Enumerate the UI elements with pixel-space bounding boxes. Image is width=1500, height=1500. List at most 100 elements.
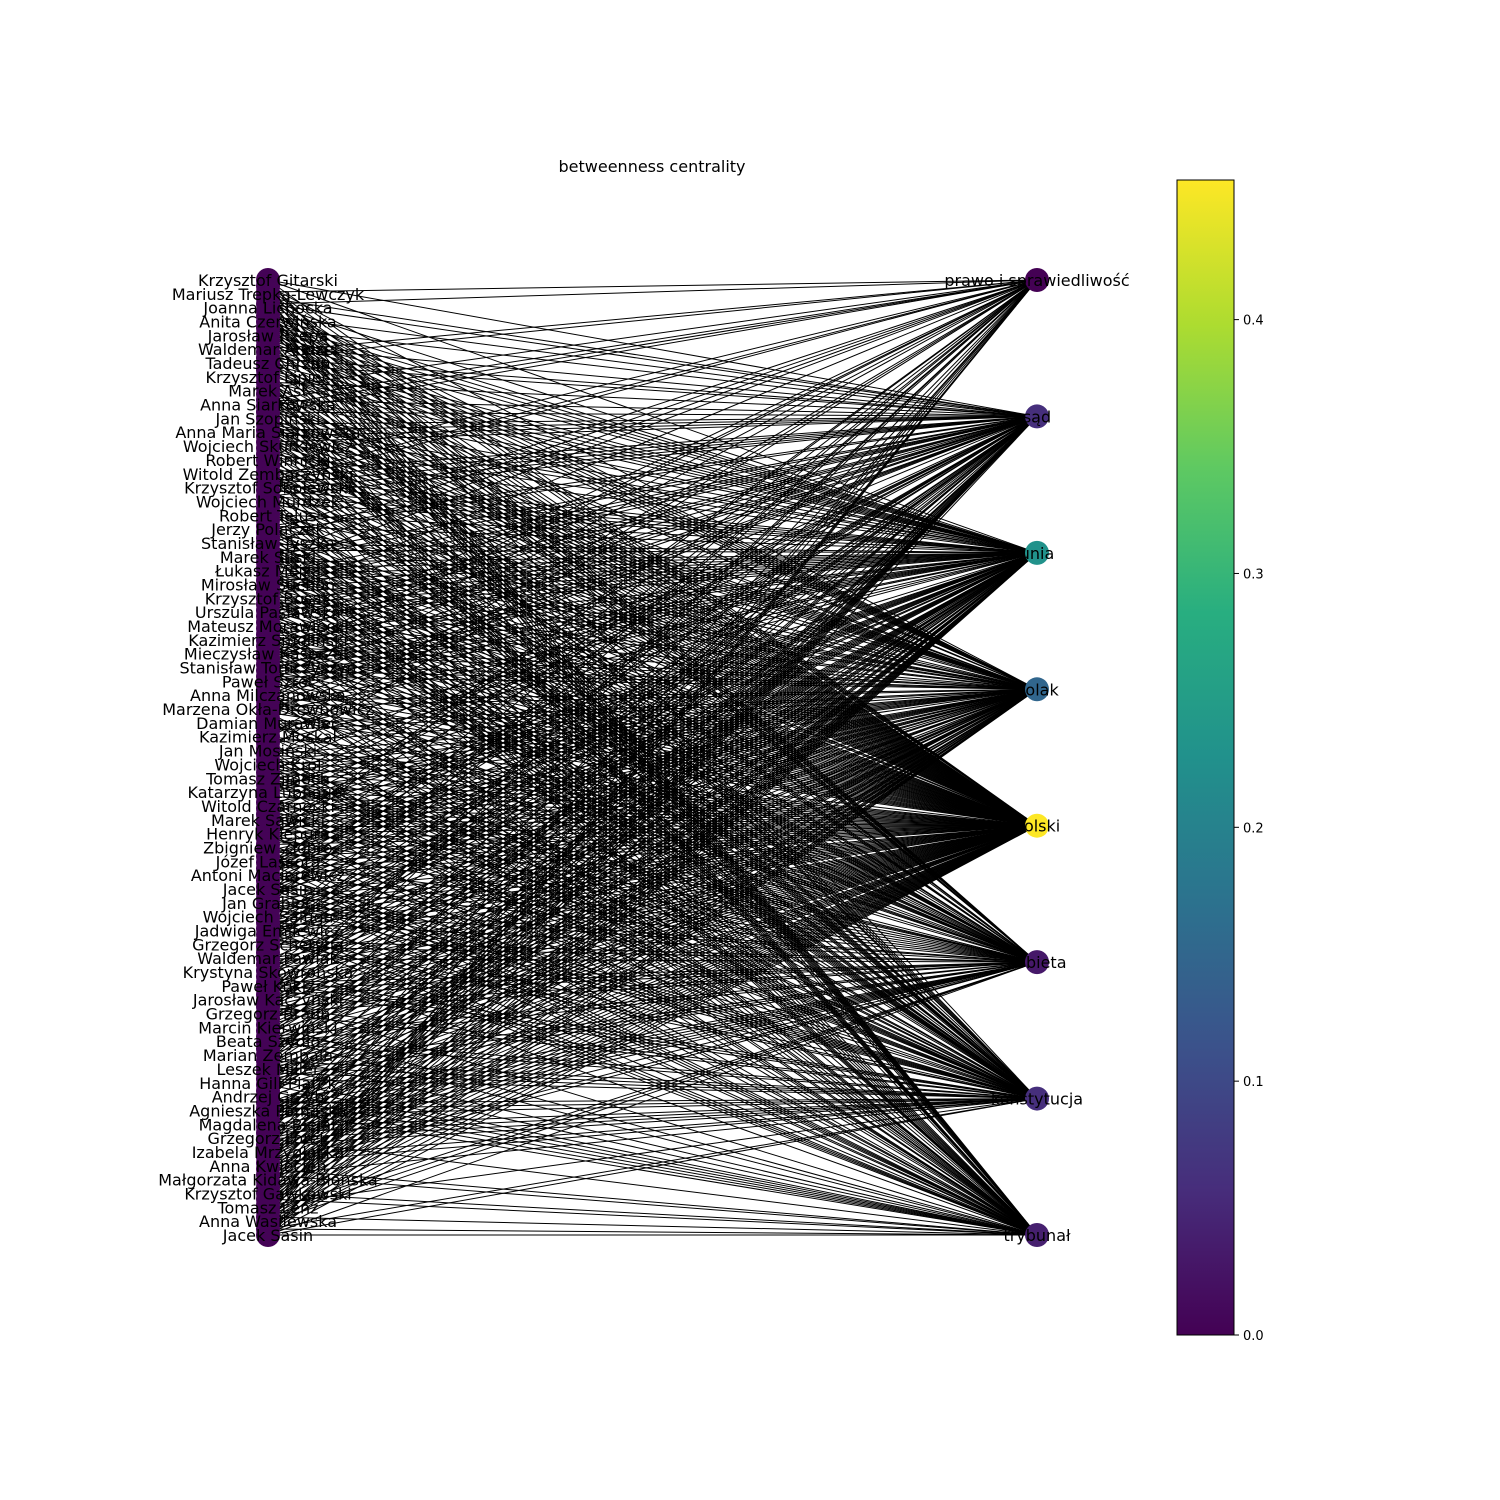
edge bbox=[267, 279, 1038, 1188]
topic-label: kobieta bbox=[1007, 953, 1066, 972]
edge bbox=[267, 415, 1038, 611]
topic-node bbox=[1025, 677, 1049, 702]
edge bbox=[267, 279, 1038, 417]
person-label: Mariusz Trepka-Lewczyk bbox=[172, 285, 365, 304]
edge bbox=[267, 279, 1038, 839]
edge bbox=[267, 279, 1038, 737]
edge bbox=[267, 1000, 1038, 1236]
edge bbox=[267, 552, 1038, 635]
person-label: Izabela Mrzygłocka bbox=[192, 1143, 345, 1162]
edge bbox=[267, 279, 1038, 659]
edge bbox=[267, 416, 1038, 882]
person-label: Paweł Kukiz bbox=[221, 977, 314, 996]
edge bbox=[267, 415, 1038, 587]
edge bbox=[267, 1216, 1038, 1236]
edge bbox=[267, 416, 1038, 1158]
edge bbox=[267, 552, 1038, 1038]
person-label: Waldemar Pawlak bbox=[197, 949, 339, 968]
edge bbox=[267, 416, 1038, 990]
edge bbox=[267, 880, 1038, 1236]
edge bbox=[267, 279, 1038, 1062]
edge bbox=[267, 279, 1038, 599]
edge bbox=[267, 279, 1038, 1218]
edge bbox=[267, 415, 1038, 737]
edge bbox=[267, 393, 1038, 554]
edge bbox=[267, 688, 1038, 1218]
edge bbox=[267, 303, 1038, 417]
colorbar-tick-label: 0.4 bbox=[1243, 314, 1264, 329]
edge bbox=[267, 411, 1038, 827]
edge bbox=[267, 416, 1038, 936]
person-label: Damian Murawiec bbox=[196, 714, 340, 733]
person-label: Kazimierz Moskal bbox=[199, 728, 337, 747]
edge bbox=[267, 1090, 1038, 1236]
edge bbox=[267, 688, 1038, 834]
edge bbox=[267, 416, 1038, 1062]
edge bbox=[267, 573, 1038, 690]
edge bbox=[267, 279, 1038, 894]
person-label: Jan Szopiński bbox=[215, 409, 321, 428]
edge bbox=[267, 415, 1038, 809]
edge bbox=[267, 415, 1038, 816]
edge bbox=[267, 416, 1038, 1008]
person-label: Henryk Kiepura bbox=[206, 825, 330, 844]
edge bbox=[267, 825, 1038, 1122]
person-label: Antoni Macierewicz bbox=[191, 866, 345, 885]
edge bbox=[267, 552, 1038, 1032]
edge bbox=[267, 415, 1038, 659]
topic-nodes bbox=[1025, 268, 1049, 1247]
edge bbox=[267, 1198, 1038, 1236]
person-label: Witold Czarnecki bbox=[201, 797, 335, 816]
edge bbox=[267, 552, 1038, 1098]
edge bbox=[267, 279, 1038, 1014]
edge bbox=[267, 416, 1038, 1200]
person-label: Mieczysław Kasprzak bbox=[184, 645, 353, 664]
edge bbox=[267, 669, 1038, 690]
edge bbox=[267, 688, 1038, 960]
edge bbox=[267, 279, 1038, 1002]
person-label: Marcin Kierwiński bbox=[198, 1018, 337, 1037]
edge bbox=[267, 416, 1038, 1236]
person-label: Witold Zembaczyński bbox=[183, 465, 354, 484]
edge bbox=[267, 416, 1038, 1122]
edge bbox=[267, 825, 1038, 1224]
edge bbox=[267, 552, 1038, 900]
edge bbox=[267, 663, 1038, 690]
edge bbox=[267, 961, 1038, 1224]
topic-label: prawo i sprawiedliwość bbox=[944, 271, 1129, 290]
person-label: Stanisław Tyszka bbox=[201, 534, 335, 553]
edge bbox=[267, 279, 1038, 1164]
edge bbox=[267, 958, 1038, 963]
edge bbox=[267, 688, 1038, 1206]
edge bbox=[267, 1102, 1038, 1236]
edge bbox=[267, 279, 1038, 948]
edge bbox=[267, 552, 1038, 996]
person-label: Marzena Okła-Drewnowicz bbox=[162, 700, 374, 719]
edge bbox=[267, 825, 1038, 1188]
edge bbox=[267, 552, 1038, 575]
person-label: Anna Milczanowska bbox=[190, 686, 346, 705]
edge bbox=[267, 415, 1038, 623]
edge bbox=[267, 415, 1038, 864]
person-label: Krzysztof Gawkowski bbox=[184, 1184, 351, 1203]
person-label: Wojciech Skurkiewicz bbox=[183, 437, 353, 456]
edge bbox=[267, 279, 1038, 749]
person-label: Katarzyna Lubnauer bbox=[187, 783, 348, 802]
edge bbox=[267, 552, 1038, 1188]
edge bbox=[267, 688, 1038, 1224]
edge bbox=[267, 874, 1038, 963]
edge bbox=[267, 279, 1038, 683]
person-label: Anna Wasilewska bbox=[199, 1212, 337, 1231]
person-label: Agnieszka Pomaska bbox=[189, 1101, 347, 1120]
person-label: Beata Szydło bbox=[216, 1032, 320, 1051]
edge bbox=[267, 279, 1038, 305]
edge bbox=[267, 552, 1038, 924]
edge bbox=[267, 688, 1038, 966]
edge bbox=[267, 416, 1038, 972]
edge bbox=[267, 279, 1038, 1212]
person-label: Jan Grabiec bbox=[221, 894, 314, 913]
person-label: Stanisław Tomczyszyn bbox=[179, 659, 356, 678]
person-label: Grzegorz Braun bbox=[206, 1005, 331, 1024]
colorbar: 0.0 0.1 0.2 0.3 0.4 bbox=[1176, 179, 1264, 1344]
